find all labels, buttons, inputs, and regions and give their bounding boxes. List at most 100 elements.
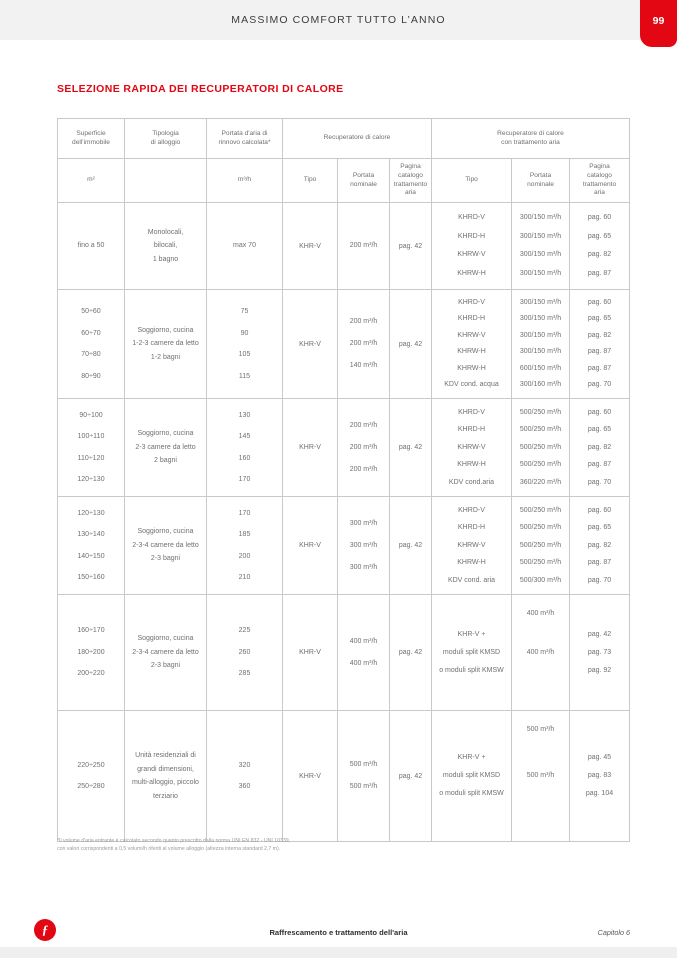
superficie-value: 220÷250 <box>77 761 105 769</box>
trattamento-pagina-cell: pag. 42 pag. 73 pag. 92 <box>570 595 630 710</box>
trattamento-portata-value: 400 m³/h <box>526 610 555 617</box>
portata-rinnovo-value: 90 <box>240 329 249 337</box>
portata-rinnovo-value: 130 <box>238 411 251 419</box>
trattamento-tipo-value: o moduli split KMSW <box>439 790 504 797</box>
trattamento-pagina-value: pag. 70 <box>587 478 612 486</box>
tipologia-line: Monolocali, <box>147 228 184 236</box>
trattamento-portata-value: 300/150 m³/h <box>519 213 562 221</box>
portata-rinnovo-value: 160 <box>238 454 251 462</box>
trattamento-tipo-value: KHRD-H <box>457 426 486 433</box>
trattamento-tipo-value: KHRW-V <box>457 541 486 549</box>
trattamento-tipo-value: KHRD-H <box>457 232 486 240</box>
trattamento-tipo-value: KHR-V + <box>457 754 486 761</box>
recuperatore-pagina-value: pag. 42 <box>398 242 423 250</box>
portata-rinnovo-value: 320 <box>238 761 251 769</box>
portata-rinnovo-value: 145 <box>238 433 251 440</box>
recuperatore-portata-value: 500 m³/h <box>349 783 378 790</box>
footer-chapter-label: Capitolo 6 <box>597 928 630 937</box>
recuperatore-portata-value: 200 m³/h <box>349 340 378 347</box>
tipologia-cell: Soggiorno, cucina 2-3-4 camere da letto 2-… <box>125 497 207 594</box>
portata-rinnovo-value: 210 <box>238 574 251 581</box>
trattamento-tipo-value: KHRW-V <box>457 443 486 451</box>
superficie-cell: 160÷170 180÷200 200÷220 <box>57 595 125 710</box>
portata-rinnovo-value: max 70 <box>233 242 256 250</box>
portata-rinnovo-value: 115 <box>238 372 251 380</box>
tipologia-line: 1-2-3 camere da letto <box>132 340 199 348</box>
trattamento-portata-value: 500/250 m³/h <box>519 506 562 514</box>
recuperatore-tipo-cell: KHR-V <box>283 711 338 841</box>
section-title: SELEZIONE RAPIDA DEI RECUPERATORI DI CAL… <box>57 83 344 95</box>
trattamento-pagina-value: pag. 87 <box>587 364 612 372</box>
col-subheader-superficie-unit: m² <box>57 159 125 202</box>
trattamento-pagina-value: pag. 65 <box>587 315 612 323</box>
footnote-line: *Il volume d'aria entrante è calcolato s… <box>57 838 291 844</box>
trattamento-portata-value: 300/160 m³/h <box>519 381 562 389</box>
recuperatore-pagina-cell: pag. 42 <box>390 711 432 841</box>
portata-rinnovo-value: 185 <box>238 531 251 538</box>
table-group-row: 220÷250 250÷280 Unità residenziali di grand… <box>57 710 630 841</box>
recuperatore-pagina-value: pag. 42 <box>398 542 423 549</box>
trattamento-pagina-value: pag. 82 <box>587 331 612 339</box>
recuperatore-pagina-cell: pag. 42 <box>390 290 432 398</box>
portata-rinnovo-value: 260 <box>238 648 251 656</box>
col-subheader-tipologia <box>125 159 207 202</box>
tipologia-cell: Unità residenziali di grandi dimensioni, m… <box>125 711 207 841</box>
recuperatore-pagina-cell: pag. 42 <box>390 203 432 289</box>
recuperatore-portata-value: 200 m³/h <box>349 465 378 473</box>
recuperatore-portata-value: 300 m³/h <box>349 563 378 571</box>
trattamento-pagina-cell: pag. 60 pag. 65 pag. 82 pag. 87 pag. 70 <box>570 497 630 594</box>
trattamento-pagina-value: pag. 83 <box>587 772 612 779</box>
trattamento-pagina-value: pag. 82 <box>587 541 612 549</box>
trattamento-portata-value: 500/300 m³/h <box>519 576 562 584</box>
superficie-value: 130÷140 <box>77 531 105 538</box>
trattamento-pagina-value: pag. 60 <box>587 506 612 514</box>
trattamento-tipo-value: KHRW-H <box>457 364 486 372</box>
tipologia-line: Soggiorno, cucina <box>137 430 194 438</box>
table-group-row: 160÷170 180÷200 200÷220 Soggiorno, cucina 2-… <box>57 594 630 710</box>
trattamento-tipo-value: KHRW-H <box>457 270 486 278</box>
col-header-recuperatore-trattamento: Recuperatore di calore con trattamento a… <box>432 119 630 158</box>
trattamento-pagina-cell: pag. 60 pag. 65 pag. 82 pag. 87 <box>570 203 630 289</box>
superficie-value: 50÷60 <box>81 308 101 315</box>
trattamento-pagina-value: pag. 45 <box>587 754 612 761</box>
superficie-value: 120÷130 <box>77 476 105 483</box>
portata-rinnovo-cell: 130 145 160 170 <box>207 399 283 496</box>
recuperatore-tipo-cell: KHR-V <box>283 203 338 289</box>
recuperatore-tipo-value: KHR-V <box>299 444 321 451</box>
recuperatore-tipo-value: KHR-V <box>299 242 321 250</box>
trattamento-tipo-cell: KHR-V + moduli split KMSD o moduli split K… <box>432 711 512 841</box>
superficie-cell: fino a 50 <box>57 203 125 289</box>
footer-section-title: Raffrescamento e trattamento dell'aria <box>269 928 408 937</box>
trattamento-tipo-value: KHRD-V <box>458 213 485 221</box>
trattamento-tipo-cell: KHRD-V KHRD-H KHRW-V KHRW-H KDV cond. aria <box>432 497 512 594</box>
trattamento-portata-cell: 500 m³/h 500 m³/h <box>512 711 570 841</box>
page-number-tab: 99 <box>640 0 677 47</box>
trattamento-pagina-value: pag. 87 <box>587 270 612 278</box>
tipologia-line: Soggiorno, cucina <box>137 635 194 643</box>
page-header-title: MASSIMO COMFORT TUTTO L’ANNO <box>231 14 446 26</box>
footer-band <box>0 947 677 958</box>
trattamento-tipo-value: KHRD-V <box>458 408 485 416</box>
trattamento-tipo-value: KHRW-H <box>457 461 486 468</box>
tipologia-cell: Soggiorno, cucina 1-2-3 camere da letto 1-… <box>125 290 207 398</box>
trattamento-pagina-value: pag. 87 <box>587 461 612 468</box>
trattamento-tipo-value: KHRD-H <box>457 524 486 531</box>
trattamento-pagina-value: pag. 87 <box>587 348 612 356</box>
brand-logo-glyph: ƒ <box>41 922 49 937</box>
portata-rinnovo-value: 75 <box>240 308 249 315</box>
trattamento-tipo-value: o moduli split KMSW <box>439 666 504 674</box>
trattamento-pagina-value: pag. 65 <box>587 524 612 531</box>
recuperatore-portata-value: 200 m³/h <box>349 242 378 249</box>
trattamento-portata-value: 300/150 m³/h <box>519 298 562 306</box>
trattamento-tipo-value: KHRW-V <box>457 251 486 259</box>
portata-rinnovo-value: 200 <box>238 552 251 560</box>
recuperatore-pagina-cell: pag. 42 <box>390 399 432 496</box>
trattamento-pagina-cell: pag. 60 pag. 65 pag. 82 pag. 87 pag. 87 pag. … <box>570 290 630 398</box>
tipologia-line: terziario <box>153 792 178 800</box>
trattamento-pagina-value: pag. 82 <box>587 251 612 259</box>
trattamento-tipo-value: KHR-V + <box>457 630 486 638</box>
tipologia-line: 2-3 bagni <box>150 555 181 563</box>
tipologia-line: 2-3-4 camere da letto <box>132 541 199 549</box>
recuperatore-portata-value: 200 m³/h <box>349 318 378 325</box>
